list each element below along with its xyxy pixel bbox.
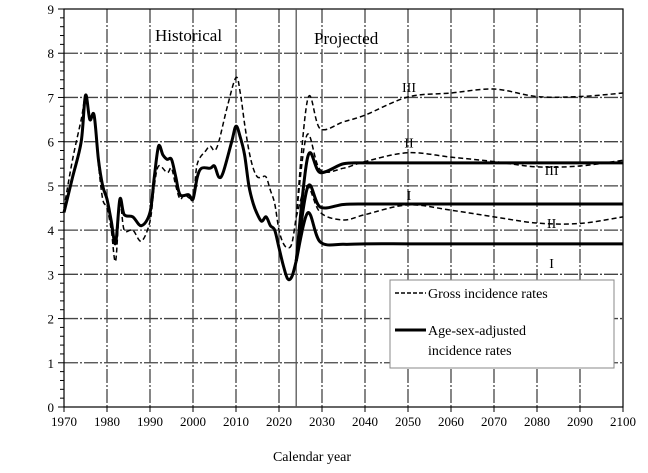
x-tick-label: 2100	[610, 414, 636, 429]
line-gross-ii	[295, 133, 624, 217]
x-tick-label: 2070	[481, 414, 507, 429]
series-lines	[62, 76, 624, 282]
y-tick-label: 2	[48, 312, 55, 327]
line-gross-iii	[295, 88, 624, 217]
line-historical-adjusted	[62, 93, 298, 282]
line-adjusted-i	[294, 211, 623, 262]
y-tick-label: 6	[48, 135, 55, 150]
x-tick-label: 1990	[137, 414, 163, 429]
region-label-projected: Projected	[314, 29, 379, 48]
series-label-gross-ii: II	[404, 137, 414, 152]
x-tick-label: 2040	[352, 414, 378, 429]
x-tick-label: 2080	[524, 414, 550, 429]
y-tick-label: 0	[48, 400, 55, 415]
legend-adjusted-label-1: Age-sex-adjusted	[428, 324, 526, 339]
series-label-gross-i: I	[407, 189, 412, 204]
legend: Gross incidence rates Age-sex-adjusted i…	[389, 279, 615, 369]
x-axis-label: Calendar year	[273, 450, 351, 465]
series-label-adjusted-ii: II	[547, 217, 557, 232]
x-tick-label: 2050	[395, 414, 421, 429]
y-tick-label: 9	[48, 2, 55, 17]
line-adjusted-ii	[294, 183, 623, 262]
x-tick-label: 1970	[51, 414, 77, 429]
legend-box	[389, 279, 615, 369]
series-label-adjusted-i: I	[549, 257, 554, 272]
y-tick-label: 1	[48, 356, 55, 371]
legend-adjusted-label-2: incidence rates	[428, 344, 512, 359]
series-label-adjusted-iii: III	[545, 164, 559, 179]
y-tick-label: 7	[48, 90, 55, 105]
x-tick-label: 1980	[94, 414, 120, 429]
axes: 1970 1980 1990 2000 2010 2020 2030 2040 2050 2060…	[48, 2, 637, 429]
y-tick-label: 8	[48, 46, 55, 61]
y-tick-label: 4	[48, 223, 55, 238]
legend-gross-label: Gross incidence rates	[428, 287, 548, 302]
x-tick-label: 2030	[309, 414, 335, 429]
y-tick-label: 3	[48, 267, 55, 282]
x-tick-label: 2090	[567, 414, 593, 429]
x-tick-label: 2010	[223, 414, 249, 429]
series-label-gross-iii: III	[402, 81, 416, 96]
line-adjusted-iii	[294, 151, 623, 262]
region-label-historical: Historical	[155, 26, 222, 45]
x-tick-label: 2020	[266, 414, 292, 429]
y-tick-label: 5	[48, 179, 55, 194]
x-tick-label: 2060	[438, 414, 464, 429]
x-tick-label: 2000	[180, 414, 206, 429]
